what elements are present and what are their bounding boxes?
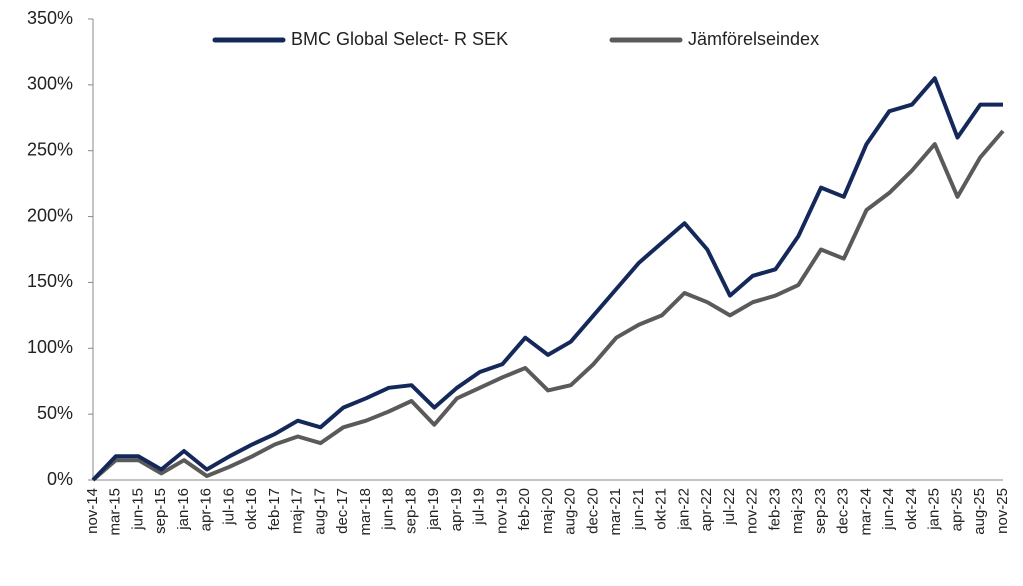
x-tick-label: feb-17 <box>266 488 283 531</box>
x-tick-label: aug-17 <box>311 488 328 535</box>
series-line <box>91 76 1003 482</box>
x-tick-label: mar-24 <box>857 488 874 536</box>
series-line <box>91 129 1005 482</box>
y-tick-label: 250% <box>27 139 73 159</box>
x-tick-label: feb-20 <box>516 488 533 531</box>
x-tick-label: apr-16 <box>198 488 215 531</box>
x-tick-label: maj-17 <box>289 488 306 534</box>
x-tick-label: nov-25 <box>994 488 1011 534</box>
x-tick-label: sep-23 <box>812 488 829 534</box>
x-tick-label: jan-19 <box>425 488 442 531</box>
x-tick-label: maj-23 <box>789 488 806 534</box>
x-tick-label: jan-22 <box>675 488 692 531</box>
x-tick-label: nov-19 <box>493 488 510 534</box>
x-tick-label: maj-20 <box>539 488 556 534</box>
x-tick-label: mar-21 <box>607 488 624 536</box>
x-tick-label: dec-23 <box>835 488 852 534</box>
x-tick-label: aug-25 <box>971 488 988 535</box>
y-tick-label: 100% <box>27 337 73 357</box>
x-tick-label: okt-21 <box>653 488 670 530</box>
x-tick-label: okt-16 <box>243 488 260 530</box>
y-tick-label: 200% <box>27 205 73 225</box>
x-tick-label: mar-18 <box>357 488 374 536</box>
x-tick-label: nov-22 <box>744 488 761 534</box>
x-tick-label: sep-18 <box>402 488 419 534</box>
x-tick-label: mar-15 <box>107 488 124 536</box>
x-tick-label: jun-18 <box>380 488 397 531</box>
x-tick-label: jul-19 <box>471 488 488 526</box>
x-tick-label: nov-14 <box>84 488 101 534</box>
x-tick-label: jan-16 <box>175 488 192 531</box>
x-tick-label: apr-19 <box>448 488 465 531</box>
y-tick-label: 300% <box>27 74 73 94</box>
x-tick-label: apr-25 <box>948 488 965 531</box>
x-tick-label: jul-16 <box>220 488 237 526</box>
x-tick-label: okt-24 <box>903 488 920 530</box>
x-tick-label: dec-20 <box>584 488 601 534</box>
y-tick-label: 50% <box>37 403 73 423</box>
y-tick-label: 150% <box>27 271 73 291</box>
y-tick-label: 350% <box>27 8 73 28</box>
legend-label: Jämförelseindex <box>688 29 819 49</box>
x-tick-label: jul-22 <box>721 488 738 526</box>
x-tick-label: aug-20 <box>562 488 579 535</box>
x-tick-label: dec-17 <box>334 488 351 534</box>
x-tick-label: jun-15 <box>129 488 146 531</box>
x-tick-label: jan-25 <box>926 488 943 531</box>
y-tick-label: 0% <box>47 469 73 489</box>
x-tick-label: jun-21 <box>630 488 647 531</box>
x-tick-label: sep-15 <box>152 488 169 534</box>
x-tick-label: apr-22 <box>698 488 715 531</box>
legend-label: BMC Global Select- R SEK <box>291 29 508 49</box>
x-tick-label: jun-24 <box>880 488 897 531</box>
x-tick-label: feb-23 <box>766 488 783 531</box>
